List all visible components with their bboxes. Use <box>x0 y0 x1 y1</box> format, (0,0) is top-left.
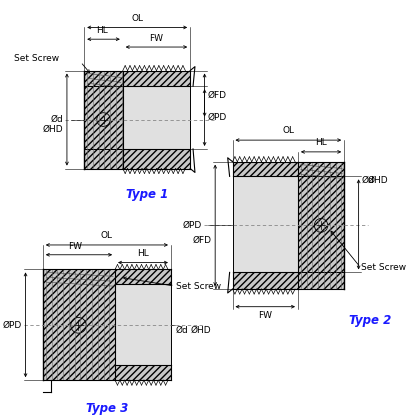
Bar <box>115 284 171 366</box>
Bar <box>233 176 298 272</box>
Bar <box>123 86 190 149</box>
Bar <box>298 176 344 272</box>
Text: OL: OL <box>131 14 143 22</box>
Text: FW: FW <box>68 242 82 251</box>
Bar <box>84 71 123 86</box>
Text: FW: FW <box>258 311 272 319</box>
Text: ØFD: ØFD <box>192 235 211 245</box>
Bar <box>43 270 115 380</box>
Bar <box>84 86 123 149</box>
Bar <box>298 162 344 176</box>
Text: Set Screw: Set Screw <box>14 54 59 63</box>
Text: HL: HL <box>137 249 149 258</box>
Text: Ød: Ød <box>50 115 63 124</box>
Bar <box>115 270 171 284</box>
Bar <box>84 149 123 168</box>
Text: Ød: Ød <box>176 326 188 335</box>
Text: OL: OL <box>101 231 113 240</box>
Text: Type 3: Type 3 <box>86 402 128 415</box>
Text: ØHD: ØHD <box>42 125 63 134</box>
Text: Set Screw: Set Screw <box>362 263 406 272</box>
Text: FW: FW <box>149 34 163 43</box>
Text: OL: OL <box>282 126 295 135</box>
Text: ØFD: ØFD <box>208 91 226 99</box>
Bar <box>123 149 190 168</box>
Text: HL: HL <box>96 26 107 35</box>
Text: Set Screw: Set Screw <box>176 282 221 291</box>
Text: Ød: Ød <box>362 176 374 185</box>
Text: ØHD: ØHD <box>190 326 211 335</box>
Bar <box>115 366 171 380</box>
Bar <box>233 162 298 176</box>
Text: HL: HL <box>315 138 327 147</box>
Bar <box>298 272 344 289</box>
Text: Type 2: Type 2 <box>349 314 391 327</box>
Bar <box>233 272 298 289</box>
Text: ØPD: ØPD <box>208 113 227 122</box>
Text: ØPD: ØPD <box>183 221 202 230</box>
Text: ØHD: ØHD <box>367 176 388 185</box>
Text: Type 1: Type 1 <box>126 188 168 201</box>
Text: ØPD: ØPD <box>2 321 22 330</box>
Bar <box>123 71 190 86</box>
